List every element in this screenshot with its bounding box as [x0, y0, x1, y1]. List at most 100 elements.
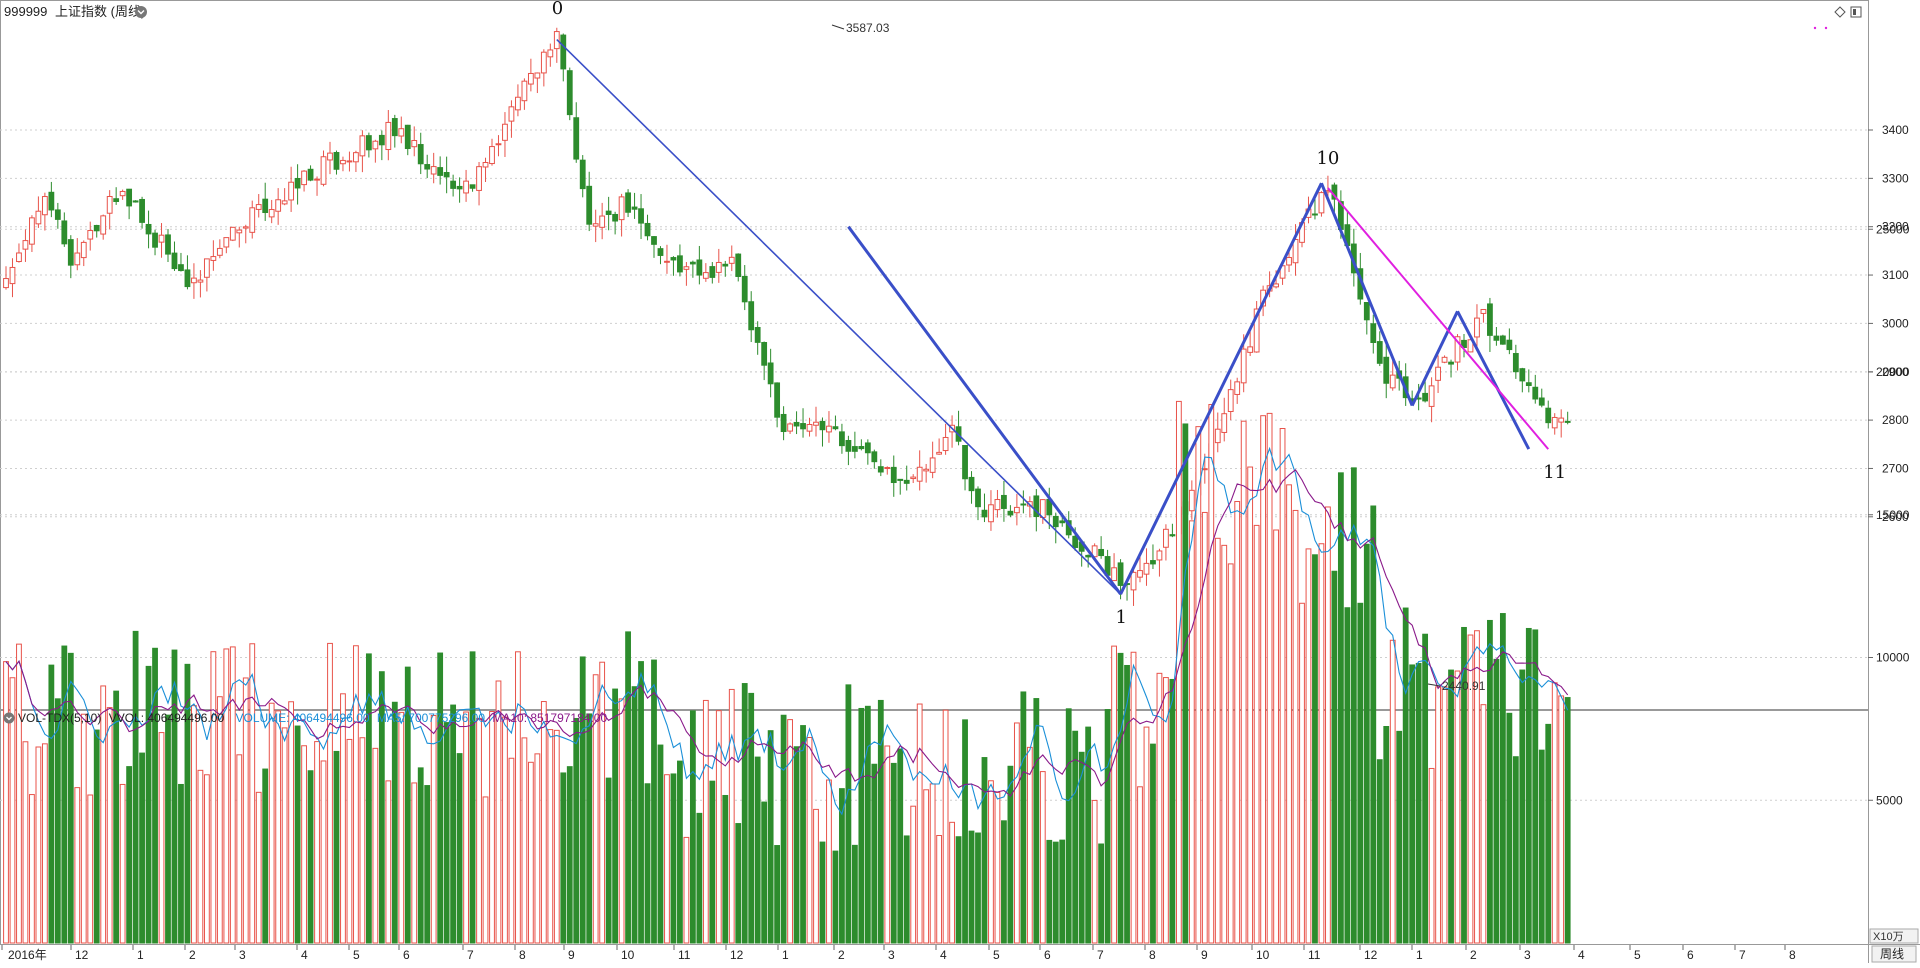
- chevron-down-icon[interactable]: [135, 6, 147, 18]
- candle-body: [333, 152, 340, 170]
- volume-bar: [16, 643, 22, 944]
- candle-body: [301, 170, 307, 186]
- candle-body: [767, 362, 774, 385]
- candle-body: [1286, 257, 1292, 266]
- volume-bar: [1337, 472, 1344, 944]
- volume-bar: [191, 705, 197, 944]
- month-label: 5: [1634, 948, 1641, 962]
- volume-bar: [1409, 664, 1416, 944]
- candle-body: [1422, 392, 1429, 402]
- volume-bar: [346, 738, 353, 944]
- candle-body: [1020, 503, 1027, 506]
- candle-body: [80, 241, 87, 259]
- month-label: 11: [1308, 948, 1321, 962]
- candle-body: [54, 209, 61, 220]
- volume-bar: [67, 652, 74, 944]
- volume-bar: [586, 713, 593, 944]
- volume-bar: [683, 836, 690, 944]
- volume-bar: [132, 630, 139, 944]
- volume-bar: [981, 757, 988, 944]
- candle-body: [754, 327, 761, 343]
- candle-body: [1370, 323, 1377, 343]
- candle-body: [1253, 308, 1260, 353]
- candle-body: [398, 128, 405, 137]
- volume-bar: [353, 645, 359, 944]
- candle-body: [709, 266, 716, 278]
- volume-bar: [657, 744, 664, 944]
- volume-bar: [158, 732, 165, 944]
- candle-body: [1143, 562, 1150, 575]
- price-tick-label: 2900: [1882, 365, 1909, 379]
- volume-bar: [1124, 664, 1130, 944]
- volume-bar: [677, 760, 683, 944]
- wave-label: 1: [1116, 607, 1127, 628]
- candle-body: [100, 215, 107, 235]
- candle-body: [9, 266, 16, 285]
- candle-body: [1214, 428, 1221, 444]
- chevron-down-icon[interactable]: [3, 712, 15, 724]
- volume-bar: [748, 692, 755, 944]
- volume-bar: [994, 791, 1001, 944]
- window-toggle-icon[interactable]: [1850, 6, 1862, 18]
- volume-bar: [456, 753, 463, 944]
- volume-bar: [372, 747, 379, 944]
- volume-bar: [547, 729, 554, 944]
- volume-bar: [145, 665, 152, 944]
- volume-bar: [450, 704, 457, 944]
- volume-bar: [1467, 634, 1474, 944]
- candle-body: [437, 167, 444, 176]
- volume-bar: [119, 783, 126, 944]
- candle-body: [826, 425, 832, 433]
- candle-body: [152, 232, 158, 248]
- month-label: 5: [353, 948, 360, 962]
- volume-bar: [171, 649, 178, 944]
- volume-bar: [884, 745, 891, 944]
- volume-bar: [1474, 630, 1480, 944]
- month-label: 10: [1256, 948, 1270, 962]
- candle-body: [67, 239, 74, 266]
- candle-body: [910, 476, 917, 480]
- volume-bar: [599, 661, 606, 944]
- volume-bar: [936, 835, 943, 944]
- volume-bar: [761, 801, 768, 944]
- volume-bar: [333, 750, 340, 944]
- candle-body: [411, 140, 418, 148]
- volume-bar: [482, 796, 489, 944]
- candle-body: [1467, 339, 1474, 353]
- volume-bar: [1325, 506, 1331, 944]
- candle-body: [1519, 368, 1526, 382]
- price-tick-label: 3300: [1882, 171, 1909, 185]
- volume-bar: [1564, 697, 1571, 944]
- volume-bar: [1007, 765, 1014, 944]
- candle-body: [1156, 550, 1163, 561]
- volume-bar: [3, 661, 9, 944]
- volume-bar: [1273, 529, 1279, 944]
- volume-bar: [806, 737, 813, 944]
- candle-body: [3, 278, 9, 289]
- volume-bar: [1078, 751, 1085, 944]
- period-button-label: 周线: [1880, 947, 1904, 961]
- candle-body: [923, 468, 930, 472]
- volume-bar: [780, 714, 787, 944]
- candle-body: [450, 180, 457, 189]
- candle-body: [1201, 468, 1208, 471]
- candle-body: [1052, 515, 1059, 528]
- volume-bar: [871, 763, 878, 944]
- price-pane[interactable]: [0, 0, 1869, 710]
- period-button[interactable]: [1871, 945, 1917, 963]
- candle-body: [41, 196, 48, 216]
- diamond-icon[interactable]: [1834, 6, 1846, 18]
- volume-bar: [1130, 651, 1137, 944]
- low-annotation-arrow: [1427, 683, 1441, 687]
- candle-body: [741, 275, 748, 303]
- candle-body: [469, 184, 476, 189]
- volume-bar: [709, 780, 716, 944]
- volume-bar: [735, 823, 742, 944]
- volume-tick-label: 15000: [1876, 508, 1910, 522]
- volume-bar: [916, 703, 923, 944]
- candle-body: [787, 423, 793, 432]
- volume-bar: [197, 769, 204, 944]
- volume-bar: [767, 730, 774, 944]
- candle-body: [502, 123, 508, 141]
